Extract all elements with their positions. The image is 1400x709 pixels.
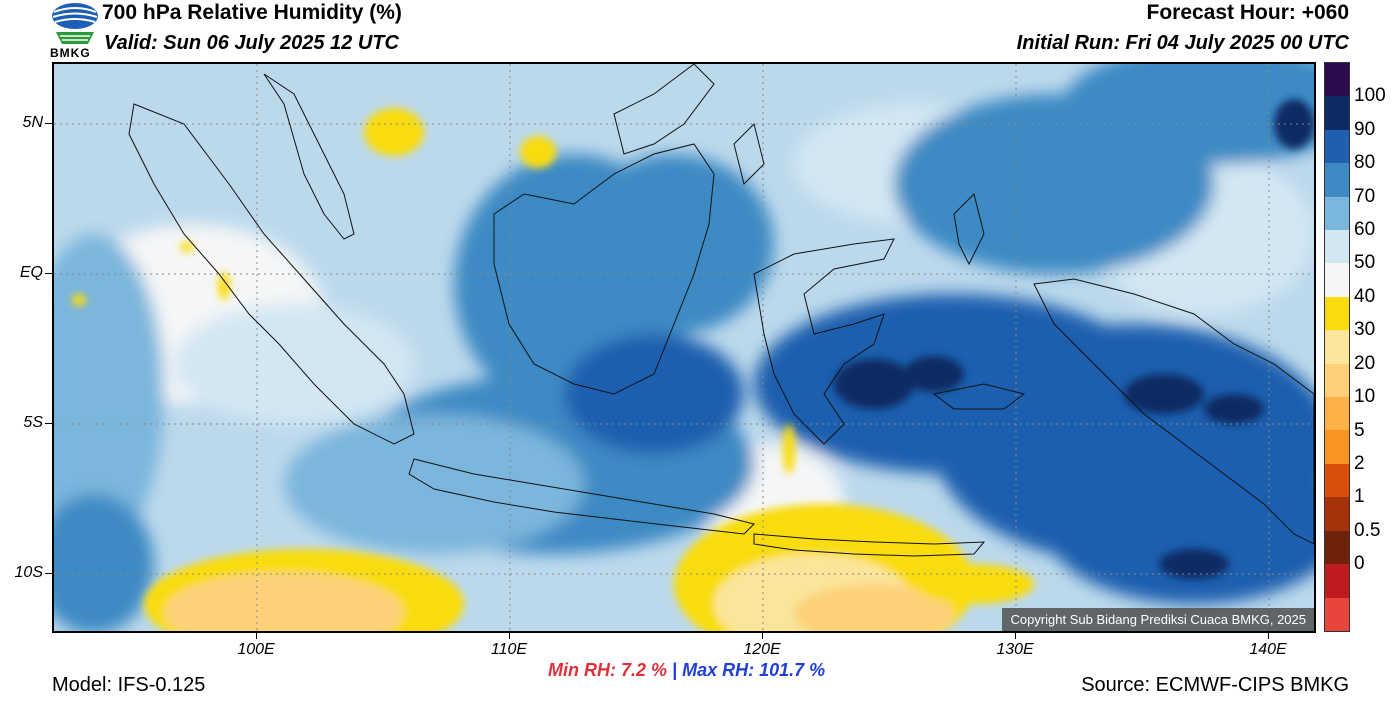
humidity-field (54, 64, 1314, 631)
lon-tick (509, 633, 510, 639)
colorbar-label: 1 (1354, 486, 1365, 508)
coastlines (128, 64, 1314, 557)
colorbar-label: 40 (1354, 285, 1376, 307)
colorbar-label: 100 (1354, 85, 1386, 107)
model-label: Model: IFS-0.125 (52, 674, 206, 696)
colorbar-label: 0.5 (1354, 519, 1381, 541)
lat-tick (45, 123, 52, 124)
colorbar-segment (1325, 430, 1349, 464)
colorbar-segment (1325, 296, 1349, 331)
lon-label-100e: 100E (237, 641, 275, 658)
colorbar-segment (1325, 497, 1349, 531)
lat-label-5n: 5N (22, 114, 43, 131)
lon-label-140e: 140E (1249, 641, 1287, 658)
lon-label-130e: 130E (996, 641, 1034, 658)
colorbar-segment (1325, 564, 1349, 598)
colorbar-segment (1325, 163, 1349, 197)
colorbar-label: 60 (1354, 219, 1376, 241)
min-max-rh: Min RH: 7.2 % | Max RH: 101.7 % (548, 660, 825, 681)
colorbar-label: 20 (1354, 352, 1376, 374)
min-max-separator: | (672, 660, 678, 680)
min-rh: Min RH: 7.2 % (548, 660, 668, 680)
lon-tick (1015, 633, 1016, 639)
lon-tick (762, 633, 763, 639)
lat-label-5s: 5S (23, 414, 43, 431)
lat-tick (45, 573, 52, 574)
colorbar-segment (1325, 196, 1349, 231)
lat-label-10s: 10S (14, 564, 43, 581)
colorbar-segment (1325, 397, 1349, 431)
colorbar-segment (1325, 463, 1349, 498)
max-rh: Max RH: 101.7 % (682, 660, 826, 680)
colorbar-segment (1325, 96, 1349, 130)
bmkg-logo-icon: BMKG (50, 2, 100, 62)
colorbar-label: 90 (1354, 118, 1376, 140)
colorbar-label: 80 (1354, 152, 1376, 174)
colorbar-segment (1325, 330, 1349, 364)
source-label: Source: ECMWF-CIPS BMKG (1081, 674, 1349, 696)
valid-time: Valid: Sun 06 July 2025 12 UTC (104, 32, 399, 54)
colorbar-label: 2 (1354, 452, 1365, 474)
colorbar-label: 5 (1354, 419, 1365, 441)
lon-label-120e: 120E (743, 641, 781, 658)
logo-text: BMKG (50, 46, 91, 60)
colorbar-label: 30 (1354, 319, 1376, 341)
initial-run: Initial Run: Fri 04 July 2025 00 UTC (1016, 32, 1349, 54)
lat-tick (45, 273, 52, 274)
colorbar-segment (1325, 230, 1349, 264)
colorbar-label: 0 (1354, 553, 1365, 575)
lon-tick (256, 633, 257, 639)
colorbar (1324, 62, 1350, 632)
colorbar-segment (1325, 129, 1349, 164)
colorbar-segment (1325, 363, 1349, 398)
colorbar-label: 70 (1354, 185, 1376, 207)
lon-label-110e: 110E (490, 641, 528, 658)
forecast-hour: Forecast Hour: +060 (1146, 1, 1350, 24)
colorbar-label: 50 (1354, 252, 1376, 274)
lon-tick (1268, 633, 1269, 639)
colorbar-label: 10 (1354, 386, 1376, 408)
lat-tick (45, 423, 52, 424)
colorbar-segment (1325, 597, 1349, 631)
colorbar-segment (1325, 263, 1349, 297)
chart-title: 700 hPa Relative Humidity (%) (102, 1, 402, 24)
colorbar-segment (1325, 530, 1349, 565)
lat-label-eq: EQ (19, 264, 43, 281)
copyright-note: Copyright Sub Bidang Prediksi Cuaca BMKG… (1002, 608, 1314, 631)
humidity-map: Copyright Sub Bidang Prediksi Cuaca BMKG… (52, 62, 1316, 633)
colorbar-segment (1325, 63, 1349, 97)
